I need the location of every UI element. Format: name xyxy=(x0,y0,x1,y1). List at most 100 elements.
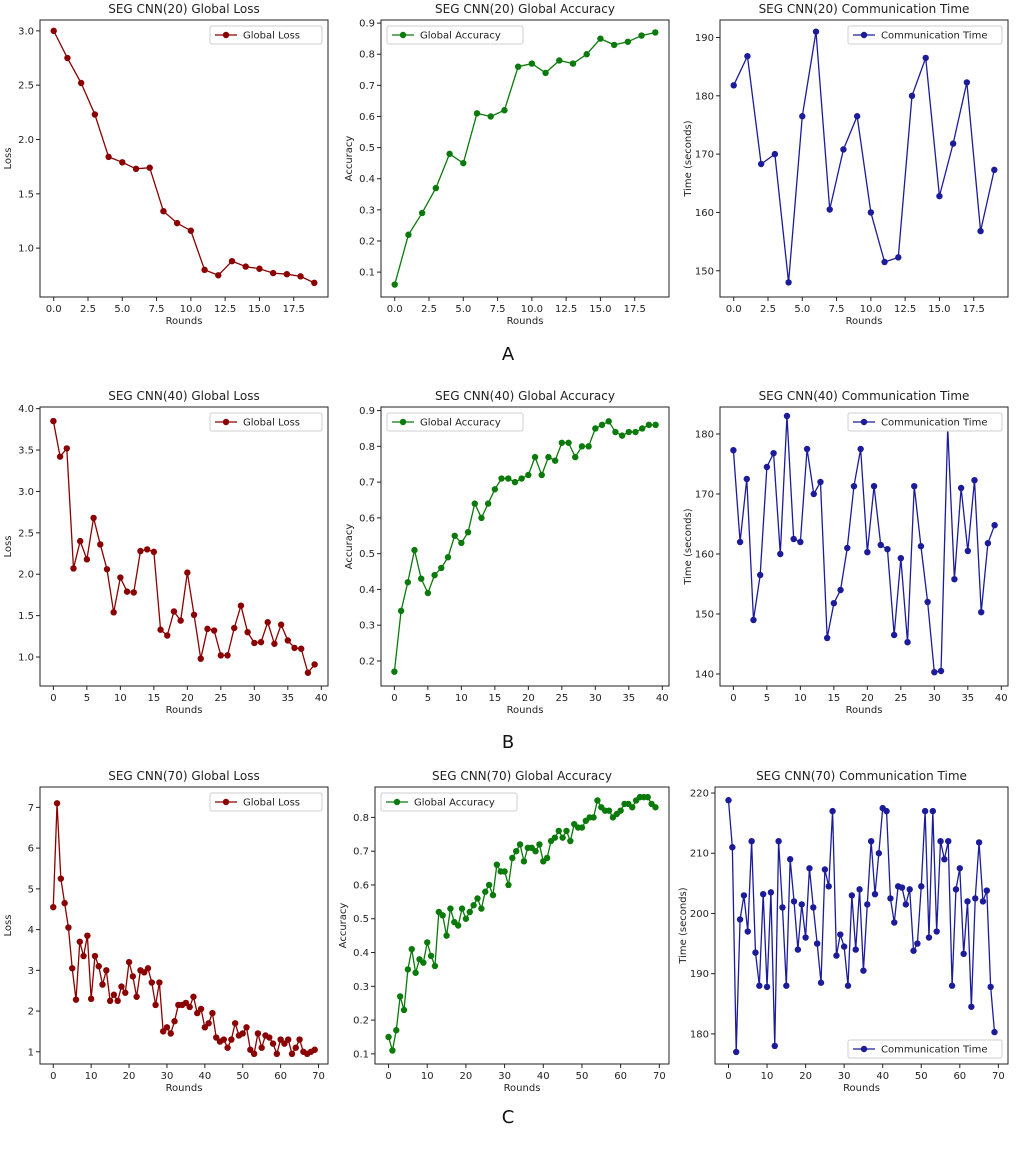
data-point xyxy=(652,421,659,429)
data-point xyxy=(474,895,481,902)
data-point xyxy=(829,807,836,815)
data-point xyxy=(157,626,164,633)
axes-frame xyxy=(374,786,670,1065)
data-point xyxy=(748,837,755,845)
chart-panel-7: SEG CNN(70) Global Accuracy 0 10 20 30 40 50 60… xyxy=(338,769,670,1094)
data-point xyxy=(542,69,549,77)
x-tick-label: 50 xyxy=(915,1071,928,1082)
x-tick-label: 5 xyxy=(84,693,90,704)
data-point xyxy=(612,428,619,436)
data-point xyxy=(578,443,586,450)
data-point xyxy=(979,898,987,905)
data-point xyxy=(215,272,222,279)
legend-marker xyxy=(860,1045,868,1053)
data-point xyxy=(405,231,412,238)
x-tick-label: 10.0 xyxy=(860,304,882,315)
chart-panel-2: SEG CNN(20) Communication Time 0.0 2.5 5.0 7… xyxy=(683,2,1009,327)
data-point xyxy=(799,113,806,120)
data-point xyxy=(837,586,844,594)
data-point xyxy=(968,1003,975,1010)
data-point xyxy=(404,966,412,973)
data-point xyxy=(173,219,181,227)
x-tick-label: 40 xyxy=(656,693,669,704)
data-point xyxy=(65,924,72,931)
legend-box xyxy=(847,1039,1003,1059)
data-point xyxy=(763,983,771,991)
x-tick-label: 20 xyxy=(861,693,874,704)
x-tick-label: 35 xyxy=(622,693,635,704)
y-tick-label: 0.4 xyxy=(359,174,375,185)
data-point xyxy=(184,569,191,576)
data-point xyxy=(840,146,847,153)
x-tick-label: 2.5 xyxy=(80,304,96,315)
data-point xyxy=(194,1009,201,1017)
data-point xyxy=(228,257,236,265)
data-point xyxy=(532,847,539,855)
x-tick-label: 5 xyxy=(764,693,770,704)
data-point xyxy=(948,982,956,989)
x-tick-label: 0 xyxy=(391,693,397,704)
data-point xyxy=(556,57,563,64)
data-point xyxy=(960,950,967,958)
data-point xyxy=(454,922,462,929)
data-point xyxy=(132,165,140,173)
legend: Global Accuracy xyxy=(380,792,518,812)
data-point xyxy=(567,837,574,845)
data-point xyxy=(911,483,918,490)
data-point xyxy=(830,600,838,607)
data-point xyxy=(798,901,805,908)
data-point xyxy=(908,92,916,100)
data-point xyxy=(447,905,454,912)
data-point xyxy=(160,207,167,215)
data-point xyxy=(99,981,106,988)
x-tick-label: 17.5 xyxy=(283,304,305,315)
data-point xyxy=(752,949,759,956)
x-tick-label: 30 xyxy=(838,1071,851,1082)
data-point xyxy=(269,1040,277,1047)
data-point xyxy=(277,1036,284,1043)
data-point xyxy=(122,989,129,996)
data-point xyxy=(431,571,438,579)
data-point xyxy=(652,29,659,36)
data-point xyxy=(857,445,864,453)
data-point xyxy=(572,453,579,461)
data-point xyxy=(750,616,757,624)
data-point xyxy=(417,575,425,582)
data-point xyxy=(209,1009,216,1017)
data-point xyxy=(408,945,415,953)
x-tick-label: 40 xyxy=(537,1071,550,1082)
data-point xyxy=(164,632,171,639)
data-point xyxy=(823,634,831,642)
data-point xyxy=(264,619,271,626)
data-point xyxy=(844,544,851,552)
data-point xyxy=(418,209,426,217)
data-point xyxy=(821,866,829,873)
data-point xyxy=(931,669,938,676)
data-point xyxy=(186,1003,193,1011)
data-point xyxy=(840,943,848,950)
x-tick-label: 10 xyxy=(761,1071,774,1082)
x-tick-label: 10.0 xyxy=(180,304,202,315)
y-tick-label: 220 xyxy=(690,789,709,800)
data-point xyxy=(412,969,419,976)
x-tick-label: 70 xyxy=(653,1071,666,1082)
data-point xyxy=(466,908,473,916)
y-tick-label: 150 xyxy=(695,610,714,621)
data-point xyxy=(881,258,888,266)
x-tick-label: 50 xyxy=(236,1071,249,1082)
data-point xyxy=(239,1030,246,1037)
data-point xyxy=(617,807,624,814)
data-point xyxy=(76,938,83,945)
axes-frame xyxy=(39,19,329,298)
x-axis-label: Rounds xyxy=(166,1083,203,1094)
data-point xyxy=(217,652,225,659)
data-point xyxy=(167,1030,174,1037)
y-tick-label: 0.1 xyxy=(353,1049,369,1060)
x-tick-label: 17.5 xyxy=(624,304,646,315)
series-line xyxy=(733,31,995,283)
y-axis-label: Accuracy xyxy=(344,136,355,182)
data-point xyxy=(420,959,427,966)
data-point xyxy=(489,891,497,899)
data-point xyxy=(61,899,68,907)
